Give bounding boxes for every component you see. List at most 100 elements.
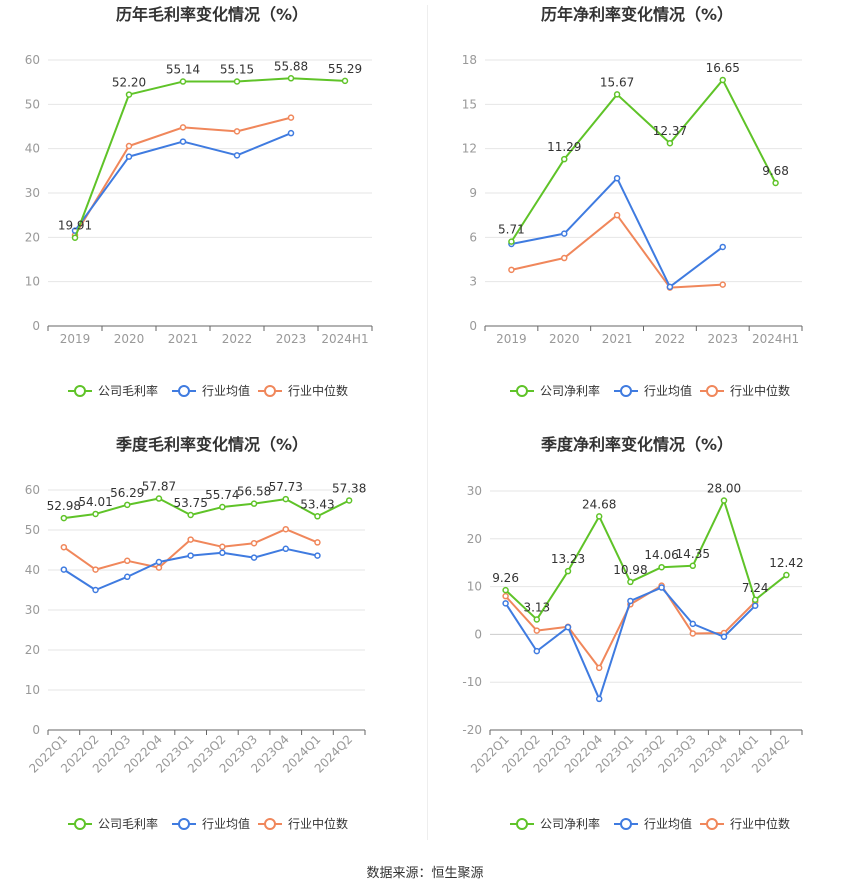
legend-item-company[interactable]: 公司毛利率	[68, 816, 158, 831]
y-tick-label: 3	[469, 275, 477, 289]
legend-item-avg[interactable]: 行业均值	[614, 816, 692, 831]
panel-divider	[427, 5, 428, 840]
data-label: 15.67	[600, 75, 634, 89]
data-label: 3.13	[523, 600, 550, 614]
data-point-company	[783, 571, 790, 579]
data-point-avg	[720, 633, 728, 641]
data-point-median	[719, 281, 726, 288]
data-label: 57.73	[269, 480, 303, 494]
data-point-avg	[595, 695, 603, 703]
legend-item-avg[interactable]: 行业均值	[614, 383, 692, 398]
data-point-company	[345, 497, 353, 504]
data-point-avg	[658, 584, 665, 591]
data-label: 55.29	[328, 62, 362, 76]
data-label: 9.68	[762, 164, 789, 178]
legend-item-median[interactable]: 行业中位数	[700, 816, 790, 831]
x-tick-label: 2020	[114, 332, 145, 346]
data-point-avg	[689, 620, 697, 628]
data-point-median	[533, 627, 541, 634]
data-label: 53.75	[173, 496, 207, 510]
data-point-company	[92, 510, 99, 518]
data-point-median	[124, 557, 131, 565]
y-tick-label: 50	[25, 523, 40, 537]
data-point-company	[508, 238, 515, 245]
data-label: 55.15	[220, 63, 254, 77]
data-label: 54.01	[78, 495, 112, 509]
data-point-median	[613, 211, 621, 219]
data-point-median	[125, 142, 133, 150]
legend-label-avg: 行业均值	[202, 816, 250, 831]
legend-marker-company	[516, 818, 528, 830]
data-point-company	[219, 503, 226, 511]
data-point-avg	[282, 545, 289, 553]
series-line-median	[63, 528, 318, 571]
data-point-avg	[314, 552, 321, 559]
legend-item-median[interactable]: 行业中位数	[258, 383, 348, 398]
x-tick-label: 2023	[276, 332, 307, 346]
y-tick-label: 60	[25, 53, 40, 67]
annual-gross-margin-chart: 历年毛利率变化情况（%） 0 10 20 30 40 50 60 2019 2020 2021 202…	[0, 0, 425, 420]
data-label: 52.98	[47, 499, 81, 513]
data-point-median	[179, 124, 187, 131]
annual-net-margin-chart: 历年净利率变化情况（%） 0 3 6 9 12 15 18 2019 2020 2021 2022 20…	[425, 0, 850, 420]
data-point-company	[282, 495, 289, 503]
data-point-median	[92, 566, 99, 573]
legend-label-median: 行业中位数	[288, 383, 348, 398]
data-point-avg	[719, 243, 726, 251]
x-tick-label: 2019	[496, 332, 527, 346]
data-point-company	[287, 75, 295, 82]
data-point-median	[60, 543, 68, 551]
data-point-company	[125, 91, 133, 98]
data-point-median	[233, 128, 241, 135]
data-label: 53.43	[300, 497, 334, 511]
data-point-median	[287, 114, 295, 121]
y-tick-label: 15	[462, 97, 477, 111]
legend-item-median[interactable]: 行业中位数	[700, 383, 790, 398]
data-label: 28.00	[707, 482, 741, 496]
data-point-company	[689, 562, 697, 570]
data-point-avg	[60, 566, 68, 573]
data-label: 55.14	[166, 63, 200, 77]
data-label: 9.26	[492, 571, 519, 585]
legend-marker-avg	[620, 818, 632, 830]
chart-title: 季度净利率变化情况（%）	[540, 435, 733, 454]
data-point-avg	[92, 586, 99, 594]
y-tick-label: 30	[25, 186, 40, 200]
data-point-avg	[751, 602, 759, 609]
data-point-avg	[187, 552, 194, 559]
data-point-company	[561, 155, 568, 163]
data-point-avg	[219, 549, 226, 557]
series-line-median	[74, 116, 292, 236]
x-tick-label: 2022	[222, 332, 253, 346]
series-line-company	[74, 77, 346, 239]
legend-item-avg[interactable]: 行业均值	[172, 816, 250, 831]
data-label: 14.06	[644, 548, 678, 562]
data-label: 7.24	[742, 581, 769, 595]
data-label: 11.29	[547, 140, 581, 154]
legend-item-median[interactable]: 行业中位数	[258, 816, 348, 831]
legend-item-company[interactable]: 公司净利率	[510, 816, 600, 831]
data-point-avg	[613, 174, 621, 182]
y-tick-label: 6	[469, 230, 477, 244]
y-tick-label: 18	[462, 53, 477, 67]
legend-label-company: 公司净利率	[540, 383, 600, 398]
data-point-company	[719, 76, 726, 84]
data-label: 14.35	[676, 547, 710, 561]
legend-item-company[interactable]: 公司净利率	[510, 383, 600, 398]
y-tick-label: 40	[25, 142, 40, 156]
legend-label-avg: 行业均值	[644, 816, 692, 831]
legend-label-median: 行业中位数	[730, 383, 790, 398]
data-label: 10.98	[613, 563, 647, 577]
data-label: 57.38	[332, 481, 366, 495]
legend-item-avg[interactable]: 行业均值	[172, 383, 250, 398]
data-point-company	[187, 511, 194, 519]
y-tick-label: 60	[25, 483, 40, 497]
y-tick-label: 0	[469, 319, 477, 333]
data-point-company	[751, 596, 759, 604]
series-line-median	[511, 214, 723, 289]
series-line-company	[504, 499, 788, 621]
x-tick-label: 2019	[60, 332, 91, 346]
data-label: 12.42	[769, 556, 803, 570]
data-point-avg	[155, 558, 163, 566]
legend-item-company[interactable]: 公司毛利率	[68, 383, 158, 398]
